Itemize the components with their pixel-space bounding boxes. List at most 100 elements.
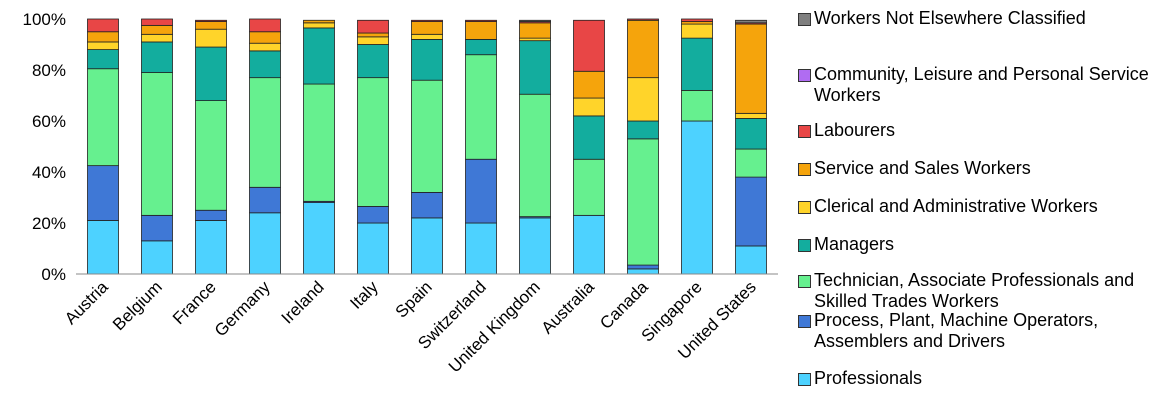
bar-segment [465,222,497,275]
legend-item: Service and Sales Workers [798,158,1160,179]
legend-item: Technician, Associate Professionals and … [798,270,1160,312]
bar-segment [735,176,767,247]
legend-label: Service and Sales Workers [814,158,1031,178]
bar-segment [573,214,605,275]
legend-swatch [798,373,811,386]
bar-segment [141,33,173,43]
bar-segment [519,22,551,39]
bar-segment [357,44,389,79]
bar-stack-united-states [735,19,767,275]
legend-label: Process, Plant, Machine Operators, Assem… [814,310,1099,351]
bar-segment [87,68,119,167]
bar-segment [357,77,389,207]
bar-segment [141,240,173,275]
bar-stack-ireland [303,19,335,275]
bar-segment [735,23,767,114]
bar-segment [195,209,227,221]
bar-segment [573,19,605,72]
bar-segment [681,23,713,39]
legend-swatch [798,163,811,176]
x-tick-label: United Kingdom [445,277,544,376]
bar-segment [249,42,281,52]
bars [87,18,767,275]
bar-segment [141,18,173,26]
legend-label: Community, Leisure and Personal Service … [814,64,1149,105]
bar-stack-australia [573,19,605,275]
bar-segment [411,217,443,275]
bar-segment [195,100,227,211]
x-tick-label: Austria [61,277,112,328]
bar-segment [573,97,605,117]
bar-stack-germany [249,18,281,275]
x-tick-label: Spain [392,277,436,321]
legend-swatch [798,201,811,214]
bar-segment [573,70,605,99]
bar-segment [195,46,227,101]
bar-stack-switzerland [465,19,497,275]
legend-label: Workers Not Elsewhere Classified [814,8,1086,28]
bar-segment [465,54,497,160]
bar-segment [681,120,713,275]
bar-segment [465,158,497,224]
bar-segment [573,158,605,216]
bar-segment [627,18,659,21]
bar-segment [681,18,713,22]
bar-segment [249,31,281,44]
bar-segment [573,115,605,160]
bar-segment [627,138,659,266]
bar-segment [87,165,119,221]
y-tick-label: 60% [32,112,66,131]
bar-stack-belgium [141,18,173,275]
bar-segment [627,120,659,140]
bar-stack-france [195,19,227,275]
bar-segment [87,41,119,51]
bar-segment [357,222,389,275]
legend-item: Professionals [798,368,1160,389]
bar-segment [303,27,335,85]
bar-segment [141,24,173,35]
bar-segment [519,93,551,218]
legend-swatch [798,13,811,26]
bar-segment [627,19,659,79]
legend-item: Labourers [798,120,1160,141]
bar-segment [465,21,497,40]
bar-segment [519,40,551,95]
y-tick-label: 80% [32,61,66,80]
bar-segment [303,202,335,275]
x-tick-label: Australia [538,277,599,338]
bar-stack-canada [627,18,659,275]
bar-segment [519,217,551,275]
bar-segment [195,28,227,48]
y-tick-label: 0% [41,265,66,284]
bar-segment [411,21,443,35]
x-tick-label: Belgium [109,277,166,334]
bar-segment [141,214,173,242]
bar-segment [249,77,281,188]
bar-segment [519,19,551,22]
legend-swatch [798,69,811,82]
bar-segment [87,31,119,43]
legend-swatch [798,239,811,252]
bar-segment [735,118,767,150]
bar-segment [357,206,389,224]
bar-segment [735,148,767,178]
legend-label: Technician, Associate Professionals and … [814,270,1135,311]
bar-segment [627,264,659,270]
x-tick-label: Ireland [278,277,328,327]
bar-segment [195,19,227,22]
legend-item: Community, Leisure and Personal Service … [798,64,1160,106]
bar-segment [195,21,227,30]
bar-segment [357,19,389,34]
bar-segment [249,50,281,79]
bar-segment [735,245,767,275]
bar-segment [249,186,281,214]
bar-segment [87,220,119,275]
bar-segment [681,37,713,91]
bar-segment [627,77,659,122]
bar-segment [465,19,497,22]
legend-swatch [798,275,811,288]
bar-segment [681,90,713,122]
x-tick-label: France [169,277,220,328]
bar-stack-united-kingdom [519,19,551,275]
